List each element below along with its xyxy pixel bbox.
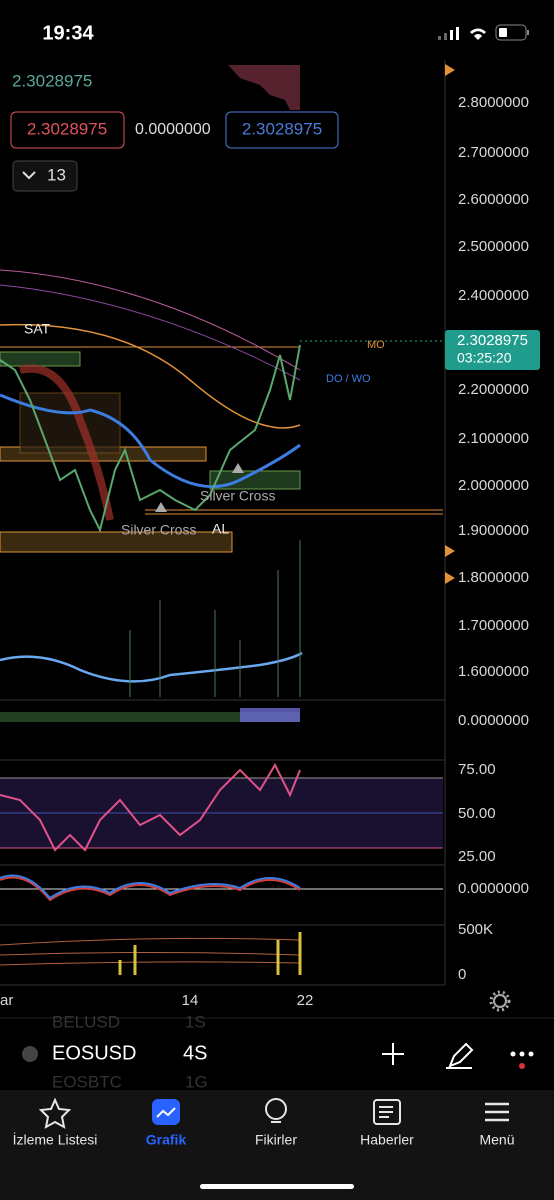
axis-label: 2.7000000 (458, 144, 529, 161)
axis-label: 1.8000000 (458, 569, 529, 586)
volume-bars (129, 540, 301, 697)
next-symbol: EOSBTC (52, 1072, 122, 1091)
tab-bar (0, 1090, 554, 1200)
tab-icon (38, 1097, 72, 1129)
price-path (0, 344, 301, 533)
next-interval: 1G (185, 1072, 208, 1091)
axis-label: 2.8000000 (458, 94, 529, 111)
ohlc-box (225, 111, 339, 149)
price-label: 2.3028975 (12, 71, 92, 90)
chevron (22, 171, 36, 180)
ma-orange (0, 323, 301, 429)
ohlc-value: 2.3028975 (242, 119, 322, 138)
macd-hist (0, 712, 300, 722)
time-label: ar (0, 992, 13, 1009)
current-price: 2.3028975 (457, 332, 528, 349)
interval[interactable]: 4S (183, 1042, 207, 1064)
axis-label: 2.1000000 (458, 430, 529, 447)
osc-line (0, 876, 301, 902)
time-label: 14 (182, 992, 199, 1009)
tab-label[interactable]: Grafik (146, 1132, 187, 1148)
collapse-count: 13 (47, 165, 66, 184)
axis-label: 50.00 (458, 805, 496, 822)
axis-label: 75.00 (458, 761, 496, 778)
tab-icon (152, 1099, 180, 1125)
tab-icon (485, 1102, 509, 1122)
prev-symbol: BELUSD (52, 1012, 120, 1031)
prev-interval: 1S (185, 1012, 206, 1031)
ribbon (19, 364, 114, 521)
ohlc-value: 2.3028975 (27, 119, 107, 138)
annotation: AL (212, 521, 229, 537)
axis-label: 500K (458, 921, 493, 938)
ohlc-box (10, 111, 125, 149)
volume-spikes (118, 932, 302, 975)
tab-label[interactable]: Fikirler (255, 1132, 297, 1148)
osc-line (0, 874, 301, 900)
status-icons (438, 24, 529, 41)
axis-label: 1.7000000 (458, 617, 529, 634)
axis-label: 2.4000000 (458, 287, 529, 304)
rsi-line (0, 762, 301, 852)
annotation: Silver Cross (200, 488, 275, 504)
macd-hist (240, 708, 300, 722)
current-price-tag (445, 330, 540, 370)
more-button[interactable] (510, 1051, 534, 1070)
axis-label: 1.9000000 (458, 522, 529, 539)
zone-box (0, 351, 81, 367)
home-indicator (200, 1184, 354, 1189)
annotation: Silver Cross (121, 522, 196, 538)
axis-label: 2.0000000 (458, 477, 529, 494)
arc (0, 269, 301, 371)
signal (155, 463, 244, 512)
price-axis: 2.8000000 2.7000000 2.6000000 2.5000000 … (458, 94, 529, 680)
time-label: 22 (297, 992, 314, 1009)
annotation: MO (367, 339, 385, 351)
add-button[interactable] (382, 1043, 404, 1065)
axis-label: 2.5000000 (458, 238, 529, 255)
clock: 19:34 (42, 22, 94, 44)
axis-label: 1.6000000 (458, 663, 529, 680)
chart-area (0, 60, 455, 986)
axis-label: 0.0000000 (458, 712, 529, 729)
cloud (228, 65, 300, 110)
ma-blue (0, 393, 301, 489)
axis-label: 2.6000000 (458, 191, 529, 208)
tab-label[interactable]: Haberler (360, 1132, 414, 1148)
settings-button[interactable] (489, 990, 511, 1012)
collapse-button[interactable] (12, 160, 78, 192)
volume-bands (0, 937, 301, 966)
axis-label: 25.00 (458, 848, 496, 865)
arc (0, 284, 301, 381)
ohlc-value: 0.0000000 (135, 121, 211, 138)
tab-icon (265, 1098, 287, 1120)
tab-label[interactable]: Menü (479, 1132, 514, 1148)
zone-box (0, 531, 233, 553)
draw-button[interactable] (446, 1042, 474, 1069)
symbol[interactable]: EOSUSD (52, 1042, 136, 1064)
volume-ma (0, 651, 303, 683)
axis-label: 0 (458, 966, 466, 983)
axis-label: 0.0000000 (458, 880, 529, 897)
tab-label[interactable]: İzleme Listesi (13, 1131, 98, 1148)
tab-icon (373, 1099, 401, 1125)
annotation: SAT (24, 321, 51, 337)
symbol-icon (22, 1046, 38, 1062)
axis-label: 2.2000000 (458, 381, 529, 398)
countdown: 03:25:20 (457, 350, 512, 366)
annotation: DO / WO (326, 373, 371, 385)
